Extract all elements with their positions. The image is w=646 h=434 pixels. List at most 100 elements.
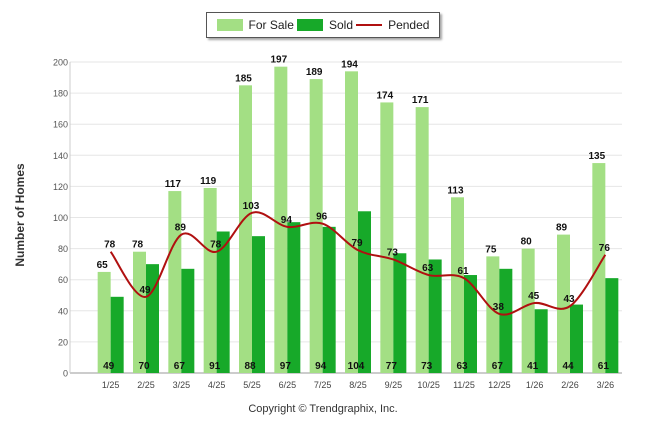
bar-sold [393,253,407,373]
y-tick-label: 80 [58,244,68,254]
data-label-for-sale: 197 [270,55,287,66]
data-label-sold: 70 [138,361,150,372]
data-label-sold: 49 [103,361,115,372]
bar-sold [464,275,477,373]
y-tick-label: 60 [58,275,68,285]
y-tick-label: 180 [53,89,68,99]
bar-sold [287,222,301,373]
data-label-for-sale: 65 [97,260,109,271]
bar-sold [534,309,548,373]
bar-sold [322,226,336,373]
legend: For Sale Sold Pended [206,12,440,38]
data-label-for-sale: 171 [412,95,429,106]
data-label-for-sale: 135 [588,151,605,162]
y-tick-label: 0 [63,369,68,379]
bar-for-sale [203,187,217,373]
y-tick-label: 200 [53,58,68,68]
bar-for-sale [380,102,394,374]
data-label-sold: 61 [598,361,610,372]
bar-sold [216,231,230,373]
bar-sold [146,264,159,373]
data-label-pended: 79 [351,238,363,249]
x-axis-ticks: 1/25 2/25 3/25 4/25 5/25 6/25 7/25 8/25 9/25 10/2… [102,380,614,390]
bar-for-sale [274,66,288,373]
bar-sold [181,268,195,373]
data-label-pended: 61 [457,266,469,277]
data-label-pended: 103 [243,201,260,212]
y-tick-label: 100 [53,213,68,223]
bar-for-sale [415,107,429,373]
pended-line [109,211,607,316]
data-label-sold: 91 [209,361,221,372]
data-label-pended: 96 [316,212,328,223]
data-label-sold: 41 [527,361,539,372]
y-axis-title: Number of Homes [13,163,27,267]
x-tick-label: 10/25 [417,380,440,390]
bar-sold [605,278,619,373]
data-label-for-sale: 189 [306,67,323,78]
bar-sold [110,296,124,373]
bar-for-sale [309,79,323,373]
data-label-sold: 73 [421,361,433,372]
data-label-pended: 63 [422,263,434,274]
x-tick-label: 8/25 [349,380,367,390]
y-tick-label: 120 [53,182,68,192]
x-tick-label: 1/25 [102,380,120,390]
bar-for-sale [239,85,252,373]
for-sale-swatch [216,19,243,31]
sold-swatch [296,19,323,31]
legend-item-sold[interactable]: Sold [296,18,353,32]
y-tick-label: 20 [58,337,68,347]
data-labels: 65 78 117 119 185 197 189 194 174 171 113 75 80 89 135… [97,55,611,372]
data-label-sold: 97 [280,361,292,372]
x-tick-label: 11/25 [453,380,475,390]
legend-label-for-sale: For Sale [248,18,294,32]
data-label-sold: 88 [244,361,256,372]
data-label-for-sale: 194 [341,59,358,70]
x-tick-label: 9/25 [385,380,403,390]
data-label-pended: 89 [175,223,187,234]
data-label-pended: 78 [210,240,222,251]
data-label-pended: 78 [104,240,116,251]
copyright-text: Copyright © Trendgraphix, Inc. [248,403,398,415]
data-label-for-sale: 80 [521,237,533,248]
data-label-sold: 94 [315,361,327,372]
legend-item-for-sale[interactable]: For Sale [216,18,294,32]
x-tick-label: 2/25 [137,380,155,390]
data-label-pended: 94 [281,215,293,226]
x-tick-label: 3/26 [597,380,615,390]
legend-label-sold: Sold [328,18,353,32]
data-label-pended: 45 [528,291,540,302]
data-label-for-sale: 78 [132,240,144,251]
bar-for-sale [521,248,535,373]
data-label-for-sale: 119 [200,176,217,187]
data-label-for-sale: 75 [485,244,497,255]
data-label-sold: 104 [348,361,365,372]
data-label-sold: 67 [174,361,186,372]
bar-for-sale [557,234,570,373]
data-label-pended: 43 [563,294,575,305]
data-label-for-sale: 113 [447,185,464,196]
data-label-for-sale: 185 [235,73,252,84]
data-label-pended: 49 [139,285,151,296]
data-label-for-sale: 89 [556,223,568,234]
y-tick-label: 140 [53,151,68,161]
bar-sold [428,259,442,373]
bar-sold [358,211,371,373]
x-tick-label: 12/25 [488,380,511,390]
y-tick-label: 40 [58,306,68,316]
data-label-for-sale: 174 [376,90,393,101]
x-tick-label: 6/25 [279,380,297,390]
bar-for-sale [592,163,606,373]
legend-item-pended[interactable]: Pended [356,18,429,32]
data-label-pended: 73 [387,247,399,258]
x-tick-label: 1/26 [526,380,544,390]
data-label-sold: 77 [386,361,398,372]
data-label-for-sale: 117 [165,179,182,190]
data-label-pended: 76 [599,243,611,254]
y-tick-label: 160 [53,120,68,130]
legend-label-pended: Pended [388,18,430,32]
bar-sold [252,236,265,373]
bar-for-sale [133,251,146,373]
